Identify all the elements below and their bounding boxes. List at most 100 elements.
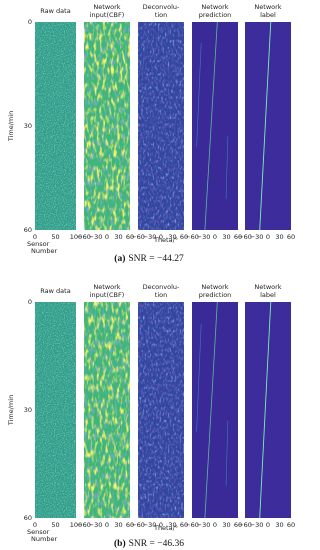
x-tick-label: −60	[77, 521, 91, 529]
heatmap	[192, 302, 238, 518]
x-tick-label: 60	[234, 521, 242, 529]
x-tick-label: −60	[131, 233, 145, 241]
x-tick-label: 50	[51, 521, 59, 529]
x-tick-label: 60	[287, 521, 295, 529]
x-tick-label: −30	[250, 233, 264, 241]
x-tick-label: 30	[168, 521, 176, 529]
panel: Deconvolu-tion −60−30 0 30 60	[131, 283, 188, 529]
heatmap-noise	[138, 302, 184, 518]
x-tick-label: −30	[143, 521, 157, 529]
panel-title: prediction	[199, 291, 232, 299]
heatmap-noise	[84, 22, 130, 230]
x-tick-label: −30	[250, 521, 264, 529]
x-tick-label: −60	[238, 233, 252, 241]
heatmap-noise	[84, 302, 130, 518]
trace	[204, 21, 218, 231]
trace	[225, 136, 229, 199]
panel-title: label	[260, 11, 276, 19]
x-tick-label: 30	[222, 521, 230, 529]
y-tick-label: 60	[24, 514, 32, 522]
x-tick-label: 0	[105, 233, 109, 241]
panel-title: Network	[254, 283, 281, 291]
x-tick-label: 60	[287, 233, 295, 241]
heatmap	[245, 302, 291, 518]
y-tick-label: 60	[24, 226, 32, 234]
panel-title: label	[260, 291, 276, 299]
y-axis-label: Time/min	[7, 111, 15, 142]
x-axis-label: Sensor	[27, 240, 50, 248]
heatmap-noise	[138, 22, 184, 230]
x-tick-label: −60	[131, 521, 145, 529]
x-axis-label: Theta/°	[153, 524, 178, 532]
x-tick-label: −30	[197, 521, 211, 529]
x-tick-label: 60	[126, 233, 134, 241]
panel-title: input(CBF)	[90, 11, 125, 19]
x-tick-label: −60	[185, 233, 199, 241]
x-tick-label: 60	[126, 521, 134, 529]
trace	[204, 301, 218, 519]
y-tick-label: 0	[28, 18, 32, 26]
caption-text: SNR = −44.27	[128, 254, 184, 264]
x-tick-label: −60	[185, 521, 199, 529]
x-tick-label: 0	[33, 521, 37, 529]
x-tick-label: 60	[180, 233, 188, 241]
x-tick-label: −60	[77, 233, 91, 241]
panel-title: Network	[93, 283, 120, 291]
x-tick-label: −30	[197, 233, 211, 241]
x-axis-label: Number	[31, 247, 57, 255]
x-tick-label: 0	[159, 233, 163, 241]
trace	[259, 21, 272, 231]
x-tick-label: 30	[275, 521, 283, 529]
caption-label: (b)	[114, 538, 126, 549]
panel-title: Network	[201, 283, 228, 291]
x-tick-label: 100	[70, 521, 82, 529]
x-tick-label: 30	[222, 233, 230, 241]
x-tick-label: −30	[89, 521, 103, 529]
trace	[196, 42, 202, 147]
x-tick-label: 0	[213, 233, 217, 241]
x-tick-label: 0	[159, 521, 163, 529]
panel-title: Network	[93, 3, 120, 11]
heatmap	[245, 22, 291, 230]
trace	[259, 301, 272, 519]
x-tick-label: 60	[180, 521, 188, 529]
panel: Deconvolu-tion −60−30 0 30 60	[131, 3, 188, 241]
panel-title: Deconvolu-	[143, 3, 180, 11]
x-axis-label: Theta/°	[153, 236, 178, 244]
panel-title: Raw data	[40, 287, 70, 295]
x-tick-label: −30	[89, 233, 103, 241]
x-axis-label: Sensor	[27, 528, 50, 536]
x-tick-label: 30	[114, 521, 122, 529]
x-tick-label: 0	[213, 521, 217, 529]
y-tick-label: 30	[24, 406, 32, 414]
x-tick-label: 30	[114, 233, 122, 241]
x-tick-label: 60	[234, 233, 242, 241]
x-tick-label: 0	[33, 233, 37, 241]
x-tick-label: −30	[143, 233, 157, 241]
panel-title: tion	[155, 291, 167, 299]
caption: (b) SNR = −46.36	[114, 538, 184, 549]
panel-title: prediction	[199, 11, 232, 19]
trace	[225, 420, 229, 486]
y-axis-label: Time/min	[7, 395, 15, 426]
panel-title: input(CBF)	[90, 291, 125, 299]
panel-title: Raw data	[40, 7, 70, 15]
panel-title: Deconvolu-	[143, 283, 180, 291]
x-tick-label: −60	[238, 521, 252, 529]
caption-label: (a)	[114, 253, 125, 264]
y-tick-label: 30	[24, 122, 32, 130]
x-tick-label: 0	[105, 521, 109, 529]
caption: (a) SNR = −44.27	[114, 253, 184, 264]
panel-title: Network	[254, 3, 281, 11]
x-tick-label: 30	[168, 233, 176, 241]
heatmap-noise	[35, 22, 76, 230]
x-tick-label: 50	[51, 233, 59, 241]
